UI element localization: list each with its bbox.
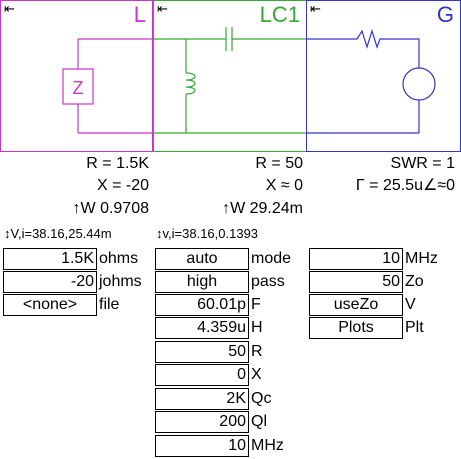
lc-resistance-input[interactable]: 50 — [155, 341, 249, 363]
gen-impedance-input[interactable]: 50 — [309, 271, 403, 293]
lc-ql-label: Ql — [251, 413, 267, 430]
lc-capacitance-label: F — [251, 296, 261, 313]
lc-pass-label: pass — [251, 273, 285, 290]
lc-voltage-current-readout: ↕v,i=38.16,0.1393 — [156, 226, 259, 241]
lc-inductance-label: H — [251, 319, 263, 336]
load-panel: Z ⇤ L — [0, 0, 153, 152]
lc-pass-select[interactable]: high — [155, 271, 249, 293]
generator-schematic — [307, 28, 436, 134]
gen-frequency-input[interactable]: 10 — [309, 248, 403, 270]
generator-panel: ⇤ G — [306, 0, 461, 152]
collapse-arrow-icon[interactable]: ⇤ — [4, 1, 15, 16]
lc-reactance-input[interactable]: 0 — [155, 364, 249, 386]
load-title: L — [133, 2, 146, 27]
lc-schematic — [154, 27, 306, 134]
lc-reactance-readout: X ≈ 0 — [265, 177, 303, 194]
lc-ql-input[interactable]: 200 — [155, 411, 249, 433]
lc-power-readout: ↑W 29.24m — [222, 200, 303, 217]
lc-title: LC1 — [259, 2, 300, 27]
lc-network-panel: ⇤ LC1 — [153, 0, 307, 152]
generator-title: G — [436, 2, 454, 27]
lc-qc-label: Qc — [251, 390, 272, 407]
collapse-arrow-icon[interactable]: ⇤ — [157, 1, 168, 16]
lc-resistance-label: R — [251, 343, 263, 360]
lc-mode-label: mode — [251, 250, 292, 267]
swr-readout: SWR = 1 — [390, 155, 455, 172]
load-schematic: Z — [62, 38, 152, 134]
lc-qc-input[interactable]: 2K — [155, 388, 249, 410]
impedance-symbol: Z — [73, 78, 84, 98]
load-voltage-current-readout: ↕V,i=38.16,25.44m — [4, 226, 112, 241]
plots-button[interactable]: Plots — [309, 317, 403, 339]
lc-frequency-input[interactable]: 10 — [155, 435, 249, 457]
load-resistance-input[interactable]: 1.5K — [3, 248, 97, 270]
lc-mode-select[interactable]: auto — [155, 248, 249, 270]
lc-reactance-label: X — [251, 366, 262, 383]
reflection-coefficient-readout: Γ = 25.5u∠≈0 — [355, 177, 455, 194]
load-file-label: file — [99, 296, 120, 313]
gen-frequency-label: MHz — [405, 250, 438, 267]
load-file-select[interactable]: <none> — [3, 294, 97, 316]
load-reactance-input[interactable]: -20 — [3, 271, 97, 293]
collapse-arrow-icon[interactable]: ⇤ — [310, 1, 321, 16]
load-power-readout: ↑W 0.9708 — [72, 200, 149, 217]
plots-label: Plt — [405, 319, 424, 336]
load-reactance-label: johms — [99, 273, 142, 290]
load-resistance-readout: R = 1.5K — [86, 155, 149, 172]
lc-resistance-readout: R = 50 — [255, 155, 303, 172]
lc-inductance-input[interactable]: 4.359u — [155, 317, 249, 339]
gen-voltage-label: V — [405, 296, 416, 313]
gen-voltage-select[interactable]: useZo — [309, 294, 403, 316]
lc-frequency-label: MHz — [251, 437, 284, 454]
load-resistance-label: ohms — [99, 250, 139, 267]
load-reactance-readout: X = -20 — [96, 177, 149, 194]
gen-impedance-label: Zo — [405, 273, 424, 290]
lc-capacitance-input[interactable]: 60.01p — [155, 294, 249, 316]
